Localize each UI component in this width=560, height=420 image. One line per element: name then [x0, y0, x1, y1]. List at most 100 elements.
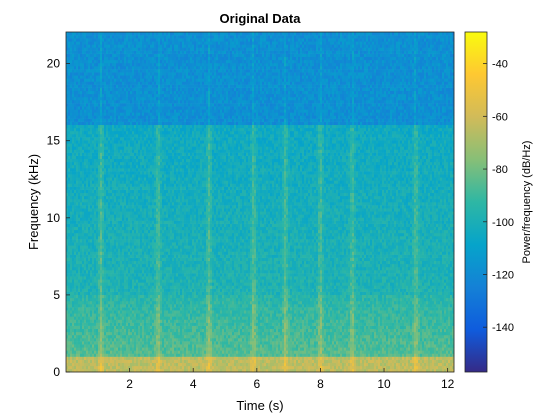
spectrogram-cell: [66, 214, 69, 218]
spectrogram-cell: [122, 146, 125, 150]
spectrogram-cell: [74, 270, 77, 274]
spectrogram-cell: [122, 359, 125, 364]
spectrogram-cell: [124, 307, 127, 311]
spectrogram-cell: [142, 328, 145, 333]
spectrogram-cell: [132, 322, 135, 326]
spectrogram-cell: [132, 211, 135, 215]
spectrogram-cell: [132, 143, 135, 147]
spectrogram-cell: [152, 273, 155, 277]
spectrogram-cell: [96, 174, 99, 178]
spectrogram-cell: [66, 251, 69, 255]
spectrogram-cell: [96, 300, 99, 305]
spectrogram-cell: [110, 183, 113, 187]
spectrogram-cell: [114, 66, 117, 70]
spectrogram-cell: [118, 106, 121, 110]
spectrogram-cell: [108, 325, 111, 330]
spectrogram-cell: [124, 217, 127, 221]
spectrogram-cell: [86, 109, 89, 113]
spectrogram-cell: [118, 254, 121, 258]
spectrogram-cell: [86, 214, 89, 218]
spectrogram-cell: [116, 257, 119, 262]
spectrogram-cell: [112, 288, 115, 292]
spectrogram-cell: [146, 304, 149, 308]
spectrogram-cell: [144, 304, 147, 308]
spectrogram-cell: [108, 356, 111, 360]
spectrogram-cell: [118, 44, 121, 48]
spectrogram-cell: [84, 143, 87, 147]
spectrogram-cell: [134, 285, 137, 289]
spectrogram-cell: [104, 112, 107, 116]
spectrogram-cell: [124, 93, 127, 98]
spectrogram-cell: [92, 313, 95, 317]
spectrogram-cell: [102, 245, 105, 249]
spectrogram-cell: [126, 304, 129, 308]
spectrogram-cell: [136, 161, 139, 166]
spectrogram-cell: [136, 152, 139, 156]
spectrogram-cell: [86, 87, 89, 92]
spectrogram-cell: [128, 353, 131, 357]
spectrogram-cell: [96, 109, 99, 113]
spectrogram-cell: [110, 143, 113, 147]
spectrogram-cell: [132, 350, 135, 354]
spectrogram-cell: [130, 285, 133, 289]
spectrogram-cell: [140, 134, 143, 138]
spectrogram-cell: [136, 149, 139, 153]
spectrogram-cell: [106, 146, 109, 150]
spectrogram-cell: [102, 270, 105, 274]
spectrogram-cell: [110, 155, 113, 160]
spectrogram-cell: [102, 112, 105, 116]
spectrogram-cell: [130, 232, 133, 237]
spectrogram-cell: [132, 158, 135, 163]
spectrogram-cell: [114, 331, 117, 336]
spectrogram-cell: [88, 288, 91, 292]
spectrogram-cell: [132, 325, 135, 330]
spectrogram-cell: [122, 285, 125, 289]
spectrogram-cell: [138, 180, 141, 184]
spectrogram-cell: [102, 59, 105, 64]
spectrogram-cell: [116, 356, 119, 360]
spectrogram-cell: [126, 223, 129, 228]
spectrogram-cell: [148, 155, 151, 160]
spectrogram-cell: [124, 356, 127, 360]
spectrogram-cell: [154, 174, 157, 178]
spectrogram-cell: [138, 152, 141, 156]
spectrogram-cell: [90, 254, 93, 258]
spectrogram-cell: [106, 137, 109, 141]
spectrogram-cell: [88, 93, 91, 98]
spectrogram-cell: [104, 44, 107, 48]
spectrogram-cell: [92, 220, 95, 224]
spectrogram-cell: [78, 78, 81, 82]
spectrogram-cell: [96, 146, 99, 150]
spectrogram-cell: [94, 217, 97, 221]
spectrogram-cell: [102, 56, 105, 61]
spectrogram-cell: [88, 322, 91, 326]
spectrogram-cell: [104, 198, 107, 203]
spectrogram-cell: [144, 368, 147, 373]
spectrogram-cell: [144, 365, 147, 370]
spectrogram-cell: [126, 347, 129, 351]
spectrogram-cell: [66, 44, 69, 48]
spectrogram-cell: [96, 211, 99, 215]
spectrogram-cell: [68, 149, 71, 153]
spectrogram-cell: [126, 334, 129, 339]
spectrogram-cell: [146, 149, 149, 153]
spectrogram-cell: [84, 220, 87, 224]
spectrogram-cell: [96, 338, 99, 342]
spectrogram-cell: [88, 62, 91, 67]
spectrogram-cell: [92, 100, 95, 104]
spectrogram-cell: [136, 211, 139, 215]
spectrogram-cell: [92, 106, 95, 110]
spectrogram-cell: [106, 143, 109, 147]
spectrogram-cell: [80, 347, 83, 351]
spectrogram-cell: [110, 41, 113, 45]
spectrogram-cell: [98, 220, 101, 224]
spectrogram-cell: [108, 331, 111, 336]
spectrogram-cell: [104, 100, 107, 104]
spectrogram-cell: [114, 307, 117, 311]
spectrogram-cell: [78, 124, 81, 129]
spectrogram-cell: [80, 276, 83, 280]
spectrogram-cell: [98, 118, 101, 122]
spectrogram-cell: [146, 81, 149, 85]
spectrogram-cell: [124, 47, 127, 51]
spectrogram-cell: [106, 254, 109, 258]
